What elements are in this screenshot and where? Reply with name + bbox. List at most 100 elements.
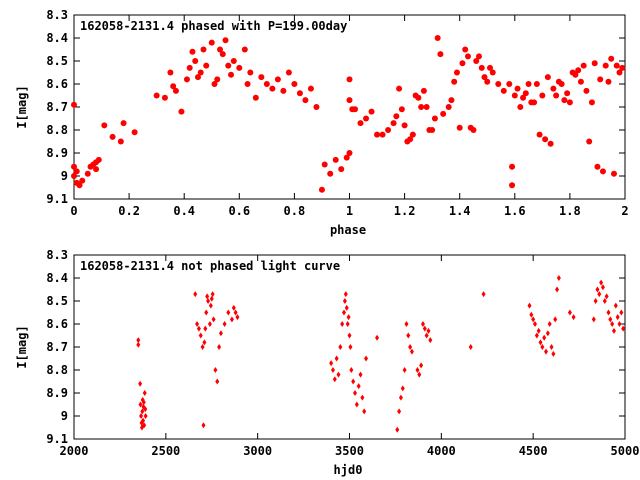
data-point [192, 58, 199, 64]
data-point [594, 163, 601, 170]
data-point [71, 101, 77, 108]
data-point [506, 81, 513, 87]
data-point [561, 97, 568, 104]
data-point [542, 136, 549, 143]
data-point [395, 426, 400, 433]
data-point [329, 360, 334, 367]
data-point [142, 422, 147, 429]
data-point [233, 309, 238, 316]
data-point [141, 417, 146, 424]
data-point [423, 104, 430, 110]
x-tick-label: 1.8 [559, 204, 581, 218]
data-point [313, 104, 320, 110]
y-tick-label: 9.1 [46, 192, 68, 206]
data-point [235, 314, 240, 321]
data-point [222, 321, 227, 327]
data-point [136, 337, 141, 344]
data-point [318, 186, 325, 193]
data-point [236, 64, 243, 71]
data-point [346, 97, 353, 104]
data-point [140, 408, 145, 415]
data-point [418, 104, 425, 110]
data-point [343, 291, 348, 298]
data-point [619, 64, 626, 71]
x-tick-label: 3000 [243, 444, 272, 458]
data-point [269, 85, 276, 92]
data-point [390, 120, 397, 127]
y-tick-label: 8.9 [46, 386, 68, 400]
y-tick-label: 8.6 [46, 77, 68, 91]
data-point [445, 104, 452, 110]
data-point [424, 332, 429, 339]
data-point [407, 136, 414, 143]
data-point [379, 131, 386, 138]
data-point [591, 60, 598, 67]
data-point [142, 390, 147, 396]
data-point [226, 309, 231, 316]
y-tick-label: 8.3 [46, 8, 68, 22]
data-point [364, 355, 369, 362]
data-point [398, 106, 405, 113]
data-point [79, 177, 86, 184]
data-point [183, 76, 190, 83]
data-point [489, 69, 496, 76]
data-point [241, 46, 248, 53]
data-point [208, 39, 215, 46]
data-point [101, 122, 108, 129]
data-point [178, 108, 185, 115]
data-point [525, 81, 532, 87]
data-point [606, 309, 611, 316]
data-point [470, 127, 477, 133]
data-point [343, 154, 350, 161]
data-point [419, 362, 424, 369]
data-point [210, 291, 215, 298]
data-point [280, 87, 287, 94]
data-point [84, 170, 91, 177]
data-point [71, 163, 77, 170]
data-point [393, 113, 400, 120]
data-point [205, 293, 210, 300]
data-point [597, 76, 604, 83]
data-point [396, 85, 403, 92]
data-point [338, 344, 343, 350]
data-point [538, 339, 543, 346]
data-point [406, 332, 411, 339]
data-point [206, 298, 211, 304]
x-tick-label: 1.4 [449, 204, 471, 218]
phased-light-curve-panel: 0 0.2 0.4 0.6 0.8 1 1.2 1.4 1.6 1.8 2 8.3 8.4 8.5 8.6 8… [15, 8, 629, 237]
x-tick-label: 4500 [519, 444, 548, 458]
data-point [428, 337, 433, 344]
data-point [198, 332, 203, 339]
data-point [215, 378, 220, 385]
data-point [619, 309, 624, 316]
x-tick-label: 3500 [335, 444, 364, 458]
data-point [189, 48, 196, 55]
data-point [76, 182, 83, 189]
y-tick-label: 8.8 [46, 363, 68, 377]
data-point [531, 316, 536, 323]
data-point [258, 74, 265, 81]
data-point [462, 46, 469, 53]
data-point [247, 69, 254, 76]
data-point [203, 62, 210, 69]
data-point [608, 316, 613, 323]
data-point [400, 385, 405, 392]
data-point [209, 295, 214, 302]
data-point [481, 291, 486, 298]
data-point [551, 350, 556, 357]
x-tick-label: 0.8 [284, 204, 306, 218]
data-point [599, 279, 604, 286]
data-point [600, 284, 605, 291]
data-point [143, 413, 148, 419]
data-point [605, 78, 612, 85]
data-point [217, 344, 222, 350]
data-point [252, 94, 259, 101]
data-point [362, 408, 367, 415]
data-point [415, 367, 420, 373]
data-point [534, 332, 539, 339]
data-point [429, 127, 436, 133]
data-point [453, 69, 460, 76]
x-tick-label: 2 [621, 204, 628, 218]
data-point [136, 341, 141, 348]
data-point [196, 325, 201, 332]
